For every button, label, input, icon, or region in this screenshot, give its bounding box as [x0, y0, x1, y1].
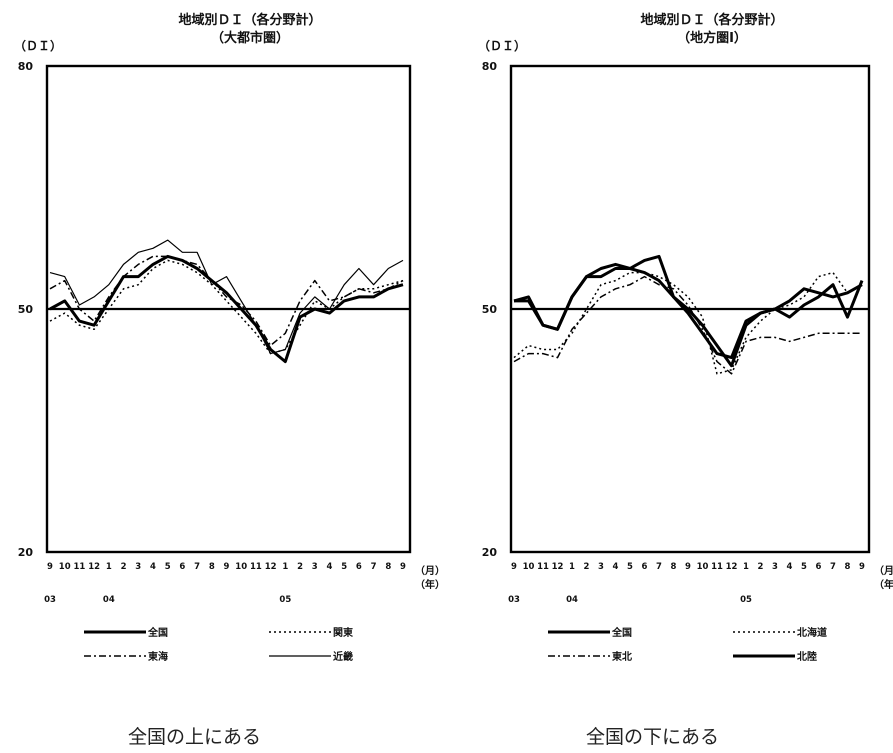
- right-x-tick-label: 5: [627, 562, 633, 572]
- left-x-unit-year: （年）: [415, 578, 445, 591]
- right-x-tick-label: 11: [711, 562, 723, 572]
- left-x-tick-label: 6: [179, 562, 185, 572]
- right-y-tick-label: 20: [482, 546, 498, 559]
- left-x-tick-label: 4: [150, 562, 156, 572]
- right-chart: 2050809101112123456789101112123456789（月）…: [482, 60, 893, 663]
- left-series-line-1: [49, 254, 404, 364]
- left-legend-label-2: 関東: [333, 626, 353, 639]
- left-chart-caption: 全国の上にある: [128, 726, 262, 748]
- right-y-tick-label: 80: [482, 60, 498, 73]
- right-x-tick-label: 3: [598, 562, 604, 572]
- left-x-tick-label: 7: [371, 562, 377, 572]
- left-y-tick-label: 20: [18, 546, 34, 559]
- right-x-tick-label: 4: [613, 562, 619, 572]
- right-x-tick-label: 8: [845, 562, 851, 572]
- right-year-label: 04: [566, 595, 578, 605]
- left-x-tick-label: 1: [106, 562, 112, 572]
- right-x-tick-label: 7: [656, 562, 662, 572]
- right-x-tick-label: 1: [569, 562, 575, 572]
- right-x-tick-label: 4: [787, 562, 793, 572]
- left-x-tick-label: 9: [224, 562, 230, 572]
- left-chart-subtitle: （大都市圏）: [211, 30, 289, 46]
- right-x-tick-label: 7: [830, 562, 836, 572]
- right-x-tick-label: 12: [726, 562, 738, 572]
- right-x-tick-label: 6: [816, 562, 822, 572]
- right-series-line-4: [513, 254, 864, 360]
- left-year-label: 03: [44, 595, 56, 605]
- left-x-tick-label: 11: [250, 562, 262, 572]
- right-chart-subtitle: （地方圏Ⅰ）: [677, 30, 747, 46]
- right-x-tick-label: 9: [685, 562, 691, 572]
- right-x-unit-year: （年）: [874, 578, 893, 591]
- right-x-tick-label: 9: [859, 562, 865, 572]
- left-x-tick-label: 12: [88, 562, 100, 572]
- right-x-tick-label: 10: [697, 562, 709, 572]
- left-y-tick-label: 50: [18, 303, 34, 316]
- right-chart-caption: 全国の下にある: [586, 726, 720, 748]
- right-x-tick-label: 1: [743, 562, 749, 572]
- left-x-tick-label: 11: [73, 562, 85, 572]
- right-x-tick-label: 11: [537, 562, 549, 572]
- right-legend-label-4: 北陸: [797, 650, 817, 663]
- left-x-tick-label: 2: [297, 562, 303, 572]
- right-x-tick-label: 5: [801, 562, 807, 572]
- left-x-tick-label: 7: [194, 562, 200, 572]
- right-x-tick-label: 6: [642, 562, 648, 572]
- left-legend-label-1: 全国: [147, 626, 168, 639]
- right-x-tick-label: 12: [552, 562, 564, 572]
- right-series-line-3: [513, 275, 862, 375]
- right-series-line-2: [513, 271, 863, 375]
- right-x-tick-label: 3: [772, 562, 778, 572]
- left-legend-label-3: 東海: [148, 650, 168, 663]
- left-x-tick-label: 3: [135, 562, 141, 572]
- right-x-unit-month: （月）: [874, 564, 893, 577]
- left-year-label: 05: [279, 595, 291, 605]
- left-chart-title: 地域別ＤＩ（各分野計）: [178, 12, 321, 28]
- right-year-label: 03: [508, 595, 520, 605]
- left-x-tick-label: 9: [400, 562, 406, 572]
- right-legend-label-2: 北海道: [797, 626, 827, 639]
- right-x-tick-label: 2: [584, 562, 590, 572]
- left-x-tick-label: 4: [326, 562, 332, 572]
- left-x-tick-label: 9: [47, 562, 53, 572]
- right-x-tick-label: 8: [671, 562, 677, 572]
- left-series-line-4: [49, 239, 404, 355]
- left-legend-label-4: 近畿: [333, 650, 353, 663]
- right-legend-label-1: 全国: [611, 626, 632, 639]
- right-chart-title: 地域別ＤＩ（各分野計）: [640, 12, 783, 28]
- left-x-tick-label: 12: [265, 562, 277, 572]
- left-x-tick-label: 10: [59, 562, 71, 572]
- left-y-tick-label: 80: [18, 60, 34, 73]
- left-series-line-3: [49, 255, 404, 347]
- right-year-label: 05: [740, 595, 752, 605]
- left-y-axis-label: （ＤＩ）: [14, 38, 62, 53]
- right-x-tick-label: 2: [758, 562, 764, 572]
- right-x-tick-label: 9: [511, 562, 517, 572]
- right-legend-label-3: 東北: [612, 650, 632, 663]
- left-x-unit-month: （月）: [415, 564, 445, 577]
- left-x-tick-label: 6: [356, 562, 362, 572]
- left-series-line-2: [49, 259, 404, 355]
- left-x-tick-label: 2: [121, 562, 127, 572]
- left-year-label: 04: [103, 595, 115, 605]
- left-x-tick-label: 5: [341, 562, 347, 572]
- left-x-tick-label: 8: [385, 562, 391, 572]
- right-y-axis-label: （ＤＩ）: [478, 38, 526, 53]
- left-x-tick-label: 5: [165, 562, 171, 572]
- left-x-tick-label: 8: [209, 562, 215, 572]
- left-x-tick-label: 10: [235, 562, 247, 572]
- right-x-tick-label: 10: [523, 562, 535, 572]
- left-x-tick-label: 3: [312, 562, 318, 572]
- left-x-tick-label: 1: [282, 562, 288, 572]
- right-y-tick-label: 50: [482, 303, 498, 316]
